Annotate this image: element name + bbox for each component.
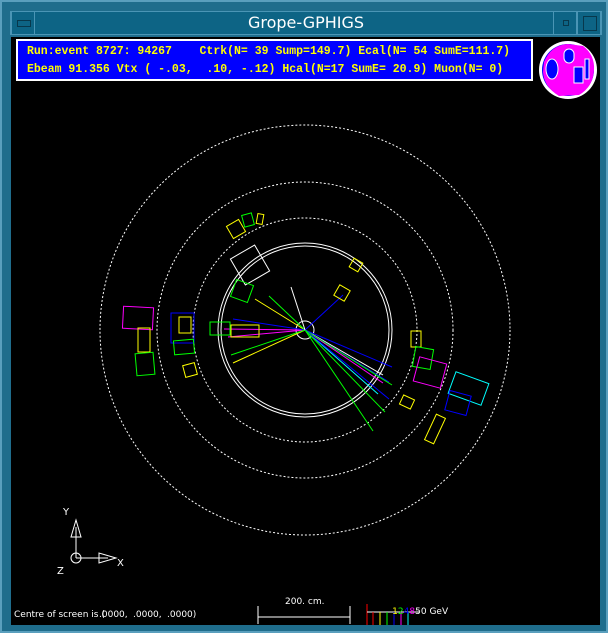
track — [304, 329, 386, 413]
axis-label-x: X — [117, 558, 124, 569]
calorimeter-cluster — [178, 316, 192, 334]
calorimeter-cluster — [444, 389, 472, 417]
track — [290, 286, 306, 331]
calorimeter-cluster — [447, 371, 490, 406]
title-bar[interactable]: Grope-GPHIGS — [10, 11, 602, 35]
minimize-button[interactable] — [553, 12, 577, 34]
energy-scale-2: 2 — [397, 607, 404, 617]
calorimeter-cluster — [137, 327, 151, 353]
track — [304, 294, 344, 331]
track — [304, 329, 379, 395]
window-title: Grope-GPHIGS — [247, 13, 365, 32]
track — [232, 329, 306, 364]
track — [304, 329, 393, 386]
track — [304, 329, 384, 384]
event-info-line-1: Run:event 8727: 94267 Ctrk(N= 39 Sump=14… — [27, 45, 511, 58]
track — [304, 329, 393, 368]
calorimeter-cluster — [230, 324, 260, 338]
window-menu-button[interactable] — [11, 12, 35, 34]
detector-view — [70, 124, 511, 625]
energy-scale-labels: 124850 GeV — [375, 597, 448, 627]
track — [227, 329, 306, 338]
centre-z-value: .0000) — [167, 610, 197, 620]
energy-scale-8: 8 — [409, 607, 416, 617]
centre-y-value: .0000, — [133, 610, 162, 620]
event-info-box: Run:event 8727: 94267 Ctrk(N= 39 Sump=14… — [16, 39, 533, 81]
calorimeter-cluster — [229, 278, 255, 304]
track — [232, 318, 306, 331]
maximize-button[interactable] — [577, 12, 601, 34]
calorimeter-cluster — [121, 305, 155, 331]
event-info-line-2: Ebeam 91.356 Vtx ( -.03, .10, -.12) Hcal… — [27, 63, 504, 76]
calorimeter-cluster — [241, 212, 255, 228]
hcal-ring — [156, 181, 454, 479]
centre-x-value: .0000, — [99, 610, 128, 620]
jet-chamber-outer — [217, 242, 393, 418]
track — [230, 329, 306, 356]
energy-scale-4: 4 — [403, 607, 410, 617]
energy-scale-50: 50 — [415, 607, 427, 617]
ecal-ring — [192, 217, 418, 443]
distance-scale-bar — [257, 606, 351, 624]
calorimeter-cluster — [255, 212, 265, 226]
calorimeter-cluster — [134, 351, 156, 377]
event-display-canvas[interactable]: Run:event 8727: 94267 Ctrk(N= 39 Sump=14… — [11, 37, 600, 625]
axis-label-y: Y — [63, 507, 70, 518]
track — [223, 328, 306, 331]
calorimeter-cluster — [225, 218, 247, 240]
calorimeter-cluster — [348, 257, 364, 273]
calorimeter-cluster — [333, 284, 351, 302]
energy-scale-unit: GeV — [429, 607, 449, 617]
calorimeter-cluster — [412, 356, 448, 389]
distance-scale-label: 200. cm. — [285, 597, 325, 607]
centre-of-screen-label: Centre of screen is ( — [14, 610, 105, 620]
x-axis-arrow-icon — [98, 552, 118, 564]
calorimeter-cluster — [398, 394, 416, 410]
calorimeter-cluster — [182, 362, 198, 378]
y-axis-arrow-icon — [70, 518, 82, 538]
track — [304, 329, 374, 432]
calorimeter-cluster — [172, 338, 196, 356]
jet-chamber-inner — [220, 245, 390, 415]
calorimeter-cluster — [209, 321, 231, 336]
track — [254, 298, 306, 331]
calorimeter-cluster — [229, 244, 271, 286]
calorimeter-cluster — [170, 312, 195, 344]
axis-label-z: Z — [57, 566, 64, 577]
calorimeter-cluster — [410, 330, 422, 348]
z-axis-icon — [70, 552, 82, 564]
track — [268, 295, 306, 331]
energy-scale-1: 1 — [392, 607, 398, 617]
track — [304, 329, 390, 400]
outer-muon-ring — [99, 124, 511, 536]
calorimeter-cluster — [423, 413, 447, 445]
